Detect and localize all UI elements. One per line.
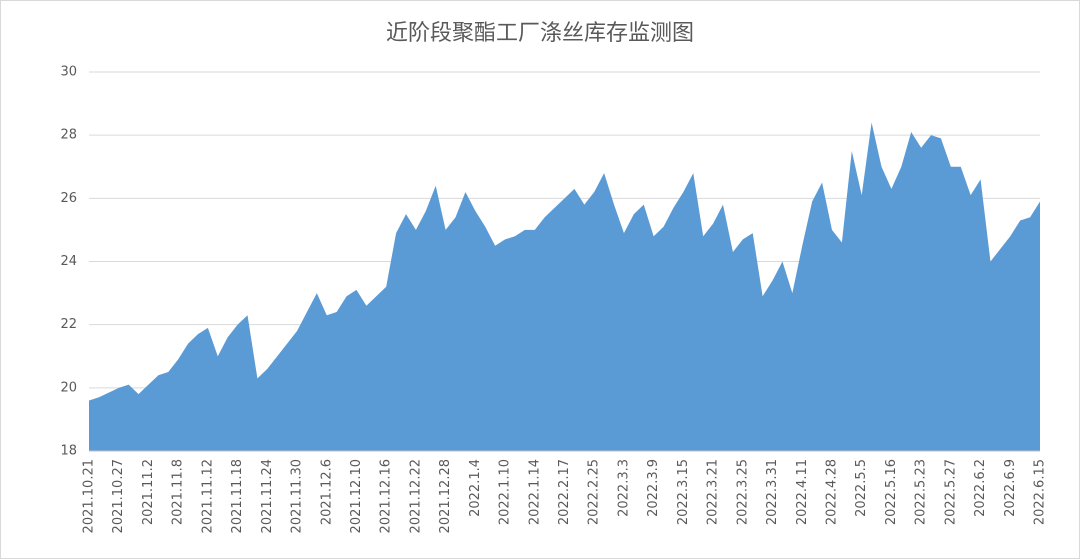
x-tick-label: 2021.10.27 bbox=[111, 459, 126, 533]
y-tick-label: 30 bbox=[60, 65, 77, 80]
x-tick-label: 2021.12.28 bbox=[438, 459, 453, 533]
x-tick-label: 2022.1.4 bbox=[468, 459, 483, 517]
x-tick-label: 2022.4.11 bbox=[795, 459, 810, 525]
x-tick-label: 2022.3.3 bbox=[616, 459, 631, 517]
y-tick-label: 28 bbox=[60, 128, 77, 143]
x-tick-label: 2021.12.22 bbox=[408, 459, 423, 533]
x-tick-label: 2022.5.16 bbox=[884, 459, 899, 525]
x-tick-label: 2022.6.15 bbox=[1033, 459, 1048, 525]
y-tick-label: 20 bbox=[60, 380, 77, 395]
x-tick-label: 2022.3.21 bbox=[706, 459, 721, 525]
area bbox=[89, 122, 1040, 452]
x-tick-label: 2021.11.2 bbox=[141, 459, 156, 525]
x-tick-label: 2021.11.24 bbox=[260, 459, 275, 533]
y-tick-label: 26 bbox=[60, 191, 77, 206]
x-tick-label: 2022.3.15 bbox=[676, 459, 691, 525]
x-tick-label: 2021.10.21 bbox=[82, 459, 97, 533]
y-tick-label: 24 bbox=[60, 254, 77, 269]
x-tick-label: 2022.1.14 bbox=[527, 459, 542, 525]
x-tick-label: 2021.12.6 bbox=[319, 459, 334, 525]
x-tick-label: 2021.11.12 bbox=[200, 459, 215, 533]
x-tick-label: 2022.5.27 bbox=[943, 459, 958, 525]
x-tick-label: 2022.1.10 bbox=[498, 459, 513, 525]
x-tick-label: 2021.12.10 bbox=[349, 459, 364, 533]
x-tick-label: 2022.4.28 bbox=[824, 459, 839, 525]
x-tick-label: 2022.3.25 bbox=[735, 459, 750, 525]
x-tick-label: 2022.5.23 bbox=[914, 459, 929, 525]
x-tick-label: 2022.2.25 bbox=[587, 459, 602, 525]
chart-title: 近阶段聚酯工厂涤丝库存监测图 bbox=[386, 21, 694, 46]
x-tick-label: 2022.5.5 bbox=[854, 459, 869, 517]
x-tick-label: 2021.11.18 bbox=[230, 459, 245, 533]
x-tick-label: 2021.11.30 bbox=[290, 459, 305, 533]
x-tick-label: 2021.11.8 bbox=[171, 459, 186, 525]
x-tick-label: 2022.6.2 bbox=[973, 459, 988, 517]
x-tick-label: 2022.2.17 bbox=[557, 459, 572, 525]
x-tick-label: 2021.12.16 bbox=[379, 459, 394, 533]
x-tick-label: 2022.6.9 bbox=[1003, 459, 1018, 517]
x-tick-label: 2022.3.31 bbox=[765, 459, 780, 525]
y-tick-label: 18 bbox=[60, 444, 77, 459]
x-tick-label: 2022.3.9 bbox=[646, 459, 661, 517]
y-tick-label: 22 bbox=[60, 317, 77, 332]
